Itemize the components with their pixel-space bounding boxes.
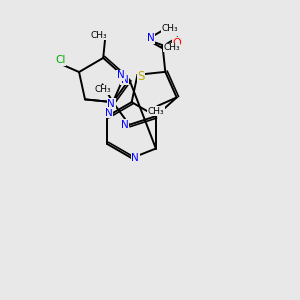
- Text: CH₃: CH₃: [161, 24, 178, 33]
- Text: S: S: [137, 70, 145, 83]
- Text: N: N: [117, 70, 124, 80]
- Text: CH₃: CH₃: [148, 107, 164, 116]
- Text: N: N: [107, 99, 115, 109]
- Text: N: N: [146, 33, 154, 43]
- Text: Cl: Cl: [55, 55, 65, 65]
- Text: O: O: [172, 38, 182, 48]
- Text: N: N: [131, 153, 139, 163]
- Text: CH₃: CH₃: [91, 31, 107, 40]
- Text: N: N: [121, 74, 129, 85]
- Text: CH₃: CH₃: [94, 85, 111, 94]
- Text: N: N: [105, 108, 113, 118]
- Text: CH₃: CH₃: [163, 43, 180, 52]
- Text: N: N: [121, 120, 129, 130]
